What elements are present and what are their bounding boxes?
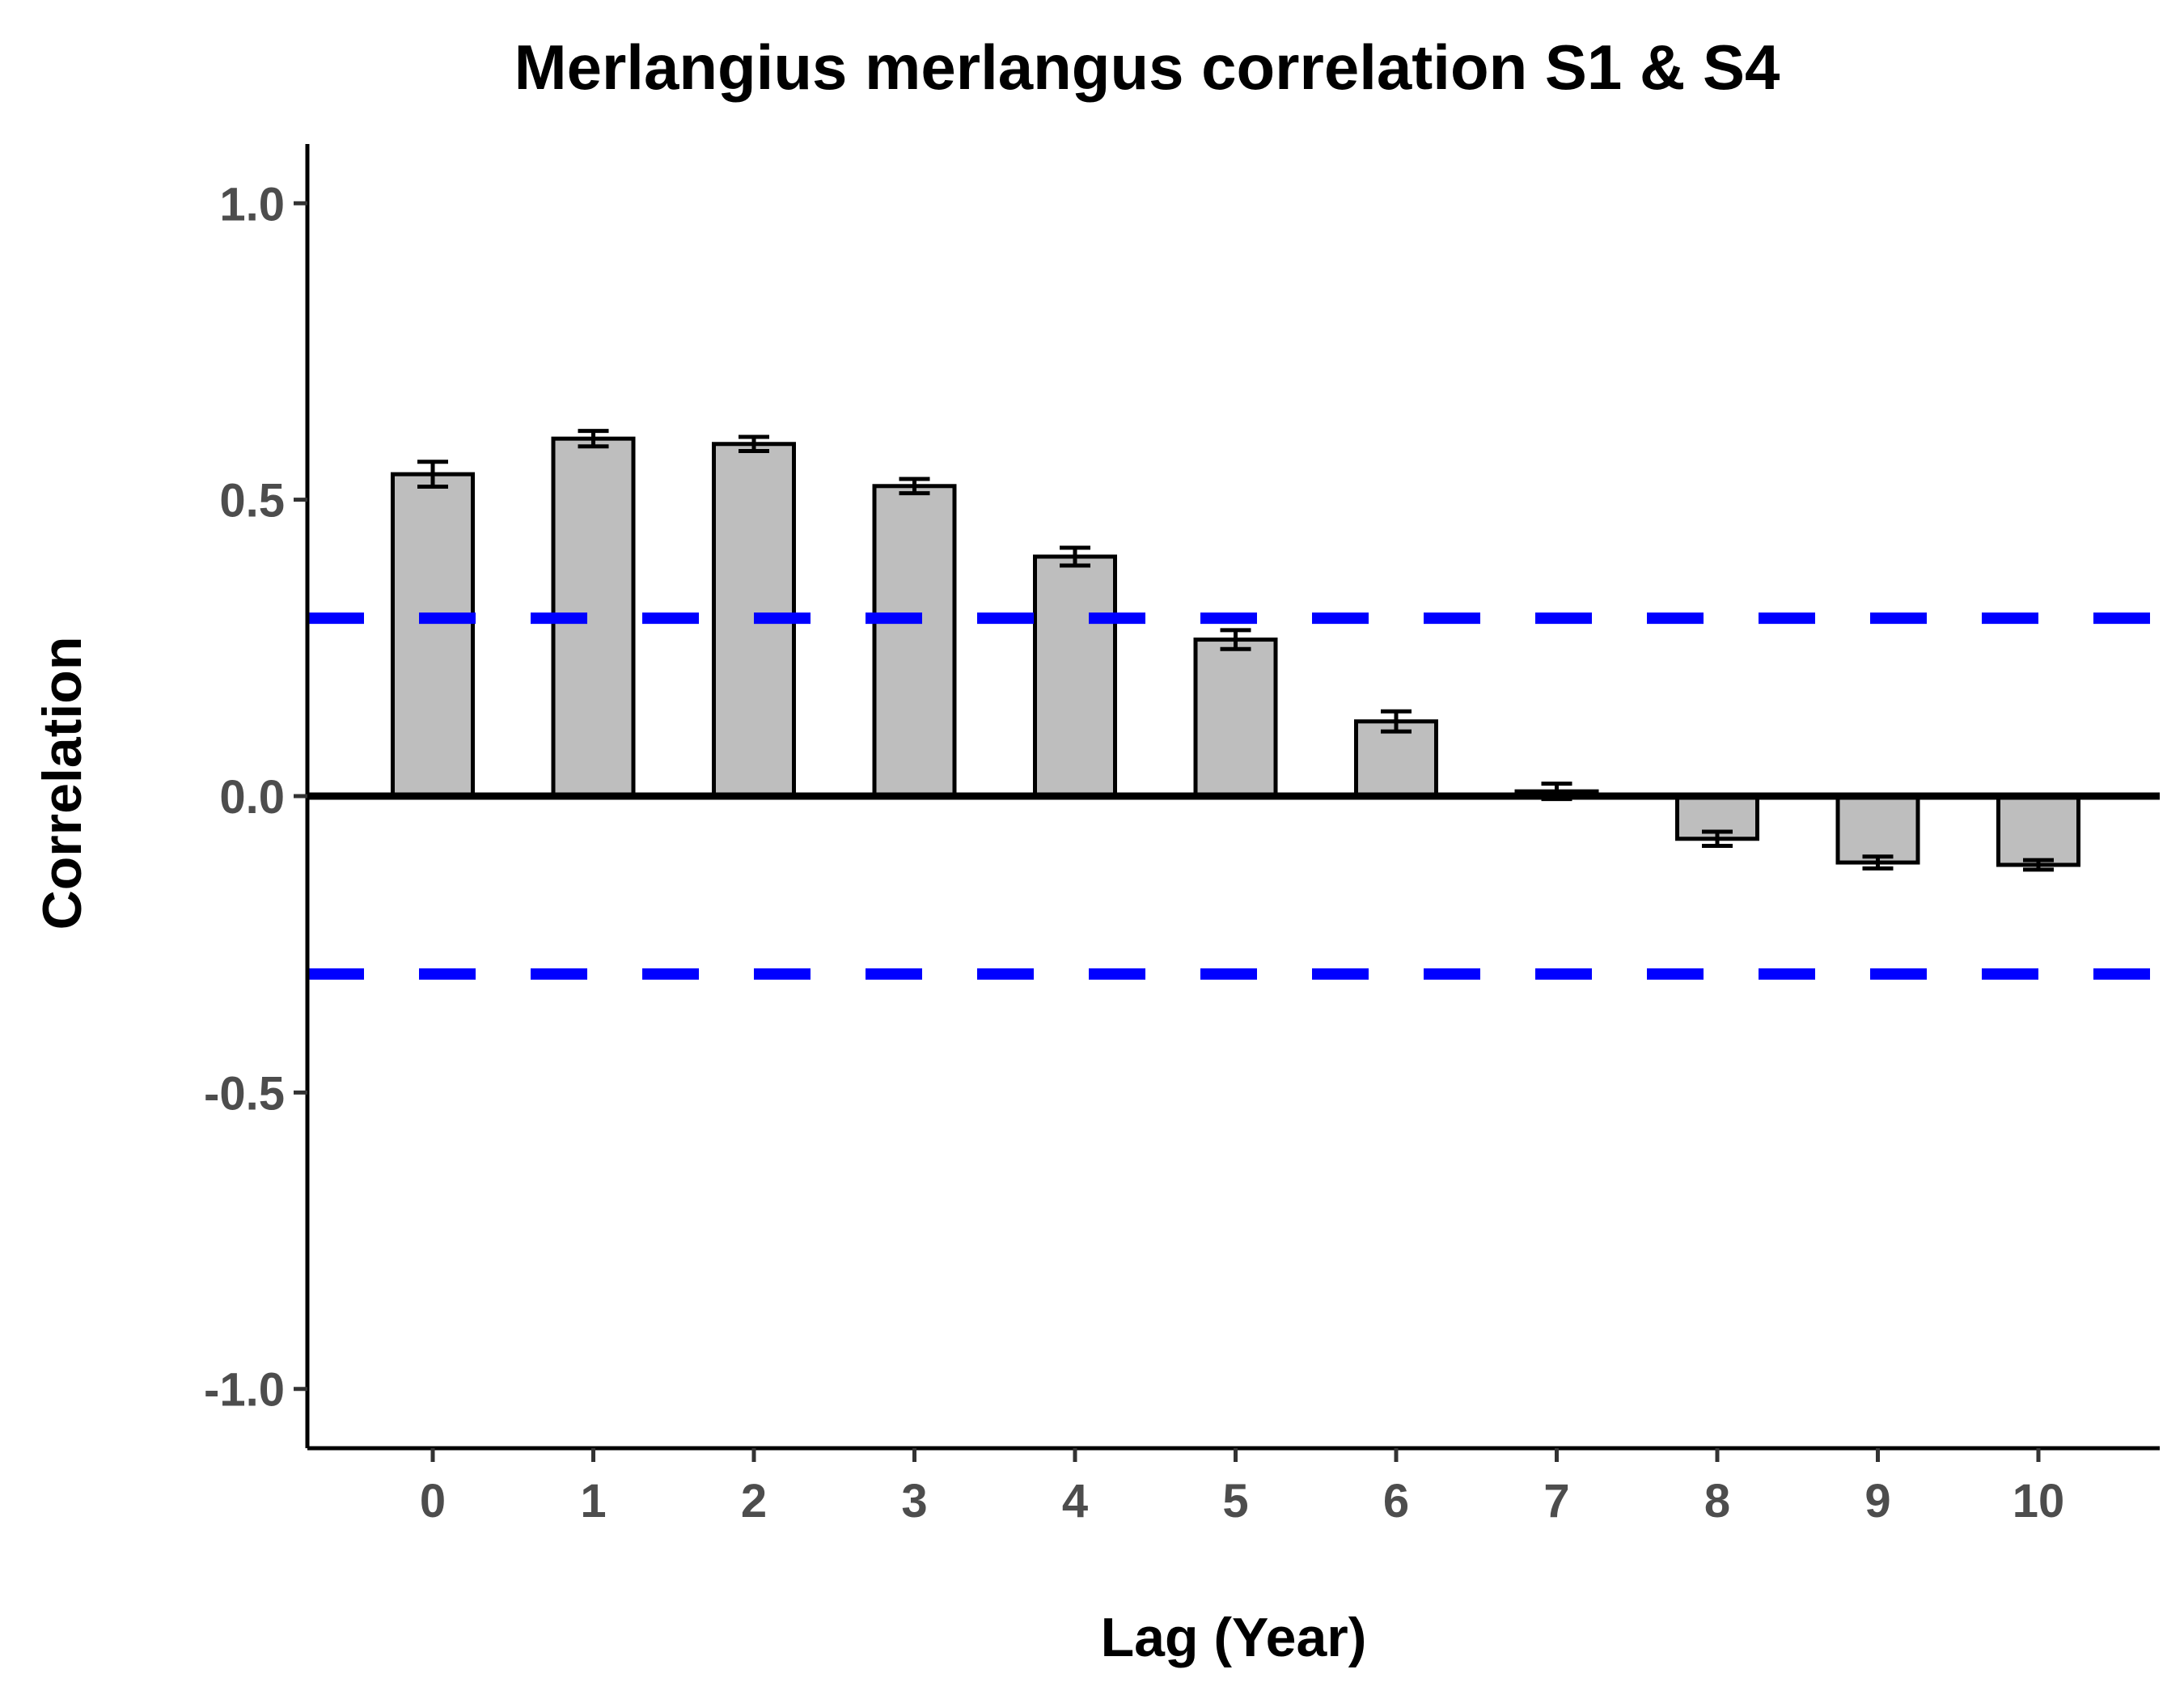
x-tick-label: 2 bbox=[741, 1475, 767, 1527]
x-tick-label: 4 bbox=[1062, 1475, 1088, 1527]
bar-lag-10 bbox=[1996, 794, 2080, 867]
bar-lag-0 bbox=[391, 472, 475, 799]
y-tick-label: 0.0 bbox=[219, 771, 285, 824]
error-bar-lag-10 bbox=[2023, 858, 2054, 872]
y-tick-label: 0.5 bbox=[219, 475, 285, 527]
y-tick-label: -0.5 bbox=[204, 1067, 285, 1120]
bar-lag-3 bbox=[872, 484, 957, 799]
x-tick-label: 6 bbox=[1383, 1475, 1409, 1527]
error-bar-lag-6 bbox=[1381, 709, 1412, 734]
x-tick-label: 9 bbox=[1864, 1475, 1890, 1527]
error-bar-lag-3 bbox=[899, 477, 930, 496]
bar-lag-5 bbox=[1193, 638, 1278, 799]
y-tick-label: -1.0 bbox=[204, 1364, 285, 1417]
bar-lag-9 bbox=[1835, 794, 1920, 865]
y-axis-title: Correlation bbox=[32, 637, 93, 930]
error-bar-lag-1 bbox=[578, 429, 609, 449]
error-bar-lag-0 bbox=[417, 460, 448, 489]
x-tick-label: 5 bbox=[1222, 1475, 1248, 1527]
x-tick-label: 3 bbox=[901, 1475, 927, 1527]
x-tick-label: 8 bbox=[1704, 1475, 1730, 1527]
x-tick-label: 10 bbox=[2013, 1475, 2065, 1527]
bar-lag-4 bbox=[1033, 554, 1117, 799]
x-tick-label: 0 bbox=[420, 1475, 446, 1527]
x-tick-label: 7 bbox=[1543, 1475, 1569, 1527]
error-bar-lag-5 bbox=[1220, 628, 1251, 651]
y-tick-label: 1.0 bbox=[219, 178, 285, 231]
error-bar-lag-9 bbox=[1862, 854, 1894, 871]
chart-title: Merlangius merlangus correlation S1 & S4 bbox=[514, 32, 1780, 103]
x-axis-title: Lag (Year) bbox=[1101, 1607, 1367, 1668]
error-bar-lag-2 bbox=[739, 434, 769, 454]
plot-area: -1.0 -0.5 0.0 0.5 1.0 0 1 2 3 4 5 6 7 8 9 10 bbox=[204, 144, 2160, 1527]
x-tick-label: 1 bbox=[580, 1475, 606, 1527]
error-bar-lag-4 bbox=[1060, 545, 1090, 568]
error-bar-lag-8 bbox=[1702, 829, 1733, 849]
